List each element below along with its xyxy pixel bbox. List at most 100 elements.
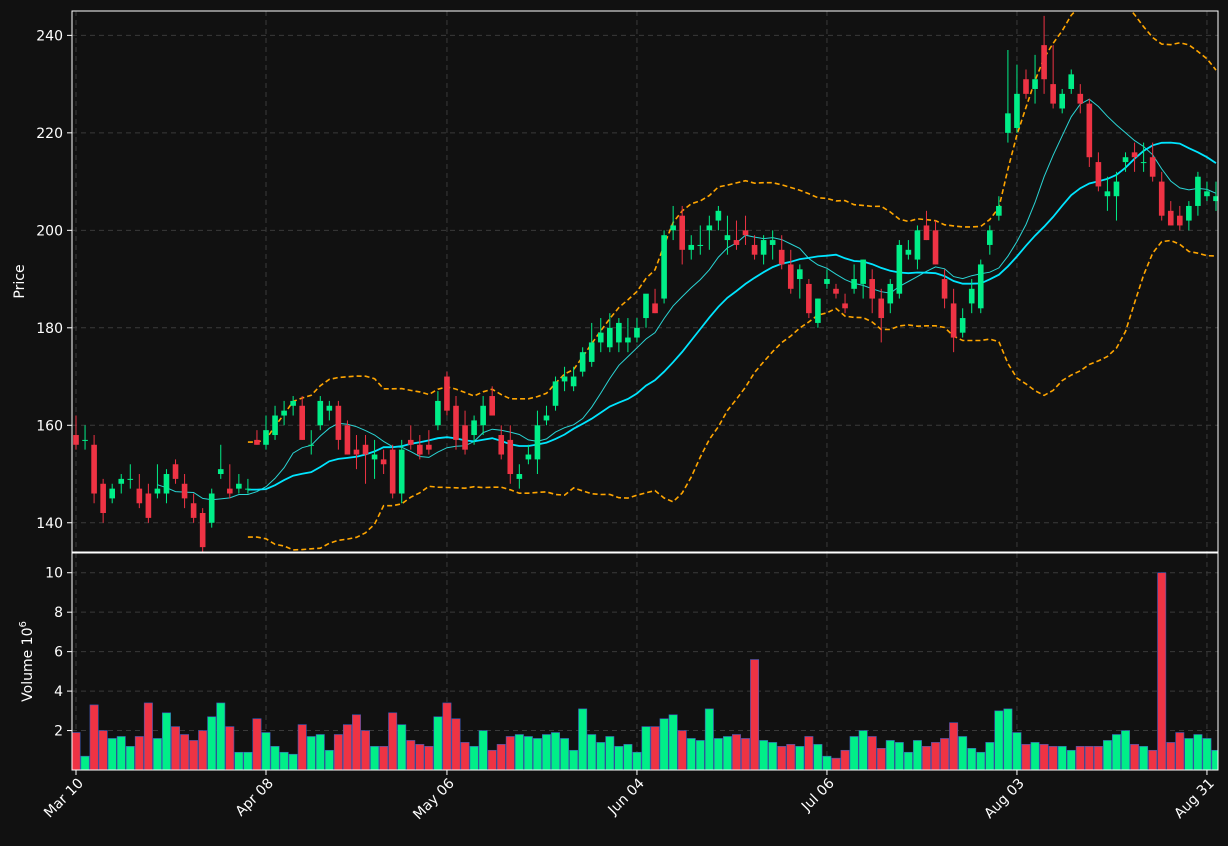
candle [1177, 205, 1183, 231]
candle-body [1149, 157, 1156, 177]
candle-body [389, 449, 396, 494]
volume-bar [1102, 740, 1112, 770]
candles [73, 15, 1218, 552]
candle-body [661, 235, 667, 299]
candle-body [308, 444, 315, 446]
candle-body [987, 230, 993, 245]
candle [444, 371, 450, 416]
candle [281, 400, 287, 426]
volume-bar [415, 744, 425, 770]
x-tick-label: Aug 03 [981, 776, 1027, 822]
volume-bar [125, 746, 135, 770]
long-ma-line [247, 141, 1217, 491]
candle-body [172, 464, 179, 479]
price-panel-frame [71, 10, 1219, 553]
candle-body [679, 215, 685, 250]
volume-bar [505, 736, 515, 770]
candle [950, 288, 957, 353]
candle-body [109, 488, 115, 499]
volume-bar [578, 708, 588, 770]
short-ma-line [157, 98, 1217, 501]
candle-body [245, 488, 251, 490]
volume-bar [451, 718, 461, 770]
candle-body [516, 474, 523, 479]
candle-body [127, 478, 134, 480]
candle-body [254, 439, 260, 445]
volume-bar [605, 736, 615, 770]
volume-bar [1184, 738, 1194, 770]
candle-body [227, 488, 233, 494]
volume-bar [804, 736, 814, 770]
candle [344, 420, 351, 455]
volume-bar [333, 734, 343, 770]
candle [1041, 15, 1047, 94]
candle [597, 318, 604, 353]
volume-bar [659, 718, 669, 770]
volume-bar [143, 702, 153, 770]
volume-bar [849, 736, 859, 770]
candle-body [426, 444, 432, 450]
candle-body [616, 322, 622, 343]
candle [1204, 181, 1210, 202]
candle [263, 415, 269, 450]
candle [616, 318, 622, 353]
candle-body [462, 425, 468, 450]
candle [136, 474, 143, 509]
candle-body [118, 478, 125, 484]
candle-body [1095, 162, 1102, 187]
candle [959, 308, 966, 338]
candle [552, 376, 559, 411]
candle [118, 474, 125, 494]
candle [996, 196, 1002, 221]
volume-bar [478, 730, 488, 770]
volume-bar [994, 710, 1004, 770]
volume-bar [542, 734, 551, 770]
candle [109, 483, 115, 504]
volume-bar [207, 716, 217, 770]
candle-body [417, 444, 423, 455]
candle [489, 386, 495, 416]
volume-bar [940, 738, 950, 770]
candle [1095, 152, 1102, 192]
candle [842, 293, 848, 314]
candle [851, 264, 857, 294]
candle-body [1204, 191, 1210, 197]
candle [733, 220, 740, 250]
volume-bar [261, 732, 271, 770]
candle-body [896, 244, 903, 294]
price-tick-label: 220 [36, 126, 63, 142]
candle-body [1131, 152, 1138, 158]
candle-body [724, 235, 731, 241]
volume-bar [1157, 572, 1167, 770]
candle-body [199, 513, 206, 548]
volume-bar [786, 744, 796, 770]
candle [317, 396, 324, 431]
candle-body [489, 396, 495, 416]
volume-tick-label: 4 [54, 684, 63, 700]
candle [380, 449, 387, 475]
volume-bar [1057, 746, 1067, 770]
candle [987, 225, 993, 255]
candle [742, 215, 749, 245]
x-tick-label: Jun 04 [605, 775, 648, 818]
candle-body [742, 230, 749, 236]
volume-bar [623, 744, 633, 770]
candle [1086, 98, 1093, 167]
volume-bar [1039, 744, 1049, 770]
volume-bar [1003, 708, 1013, 770]
candle-body [335, 405, 342, 440]
candle-body [751, 244, 758, 255]
volume-bar [252, 718, 262, 770]
volume-panel-frame [71, 552, 1219, 771]
candle-body [905, 249, 912, 255]
candle [543, 405, 550, 426]
candle [127, 464, 134, 489]
volume-bar [388, 712, 398, 770]
volume-bar [614, 746, 624, 770]
volume-bar [985, 742, 995, 770]
candle [82, 425, 88, 450]
volume-bar [134, 736, 144, 770]
volume-tick-label: 8 [54, 605, 63, 621]
candle-body [950, 303, 957, 338]
